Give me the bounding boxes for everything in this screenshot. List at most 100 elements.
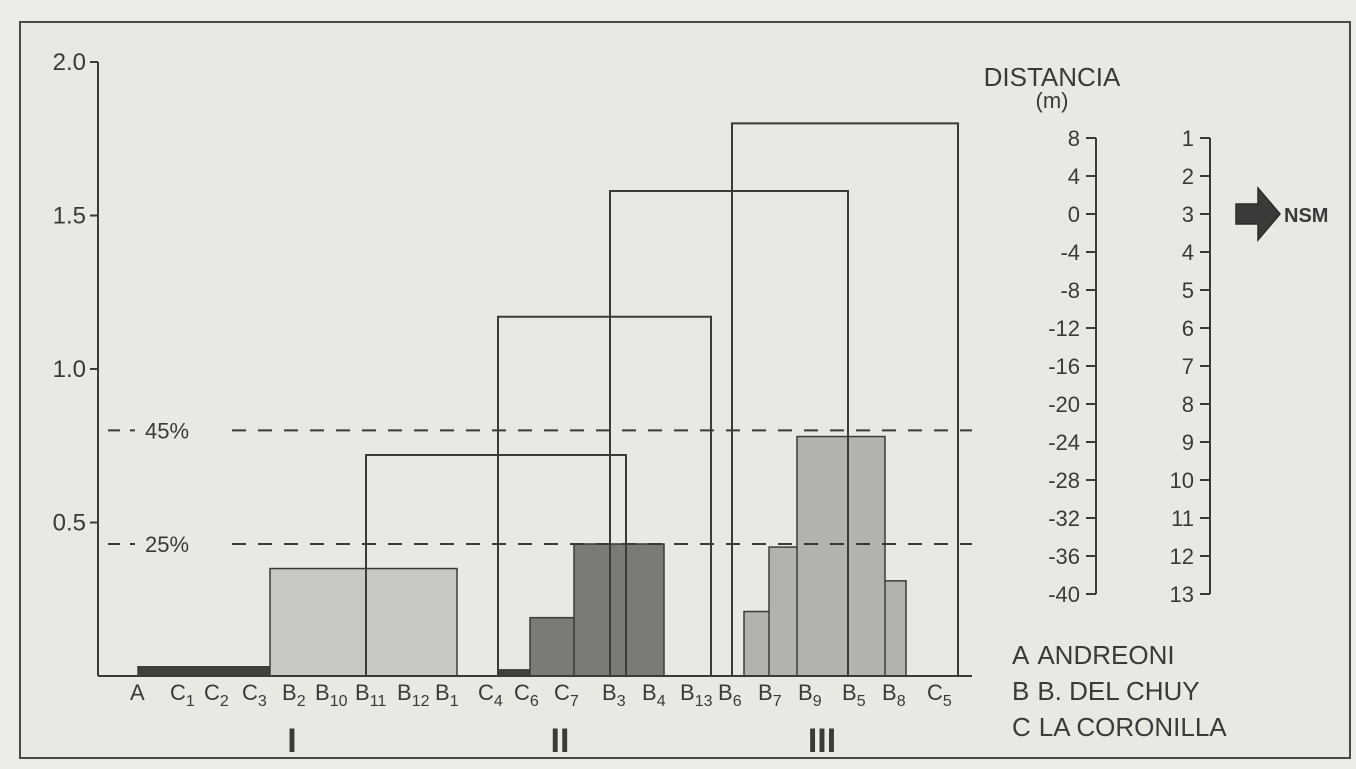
depth-tick-label: -40 xyxy=(1048,582,1080,607)
legend-name: ANDREONI xyxy=(1037,640,1174,670)
leaf-code: B xyxy=(842,680,857,705)
leaf-subscript: 2 xyxy=(220,693,229,710)
legend-entry: C LA CORONILLA xyxy=(1012,712,1227,742)
depth-tick-label: 8 xyxy=(1068,126,1080,151)
leaf-label: B11 xyxy=(355,680,386,710)
leaf-subscript: 3 xyxy=(617,693,626,710)
leaf-label: B12 xyxy=(397,680,430,710)
leaf-code: C xyxy=(514,680,530,705)
threshold-label: 45% xyxy=(145,418,189,443)
station-tick-label: 1 xyxy=(1182,126,1194,151)
leaf-code: C xyxy=(204,680,220,705)
station-tick-label: 5 xyxy=(1182,278,1194,303)
depth-tick-label: -16 xyxy=(1048,354,1080,379)
leaf-label: C3 xyxy=(242,680,267,710)
legend-name: LA CORONILLA xyxy=(1039,712,1228,742)
leaf-code: C xyxy=(242,680,258,705)
leaf-subscript: 5 xyxy=(943,693,952,710)
legend-entry: A ANDREONI xyxy=(1012,640,1175,670)
leaf-subscript: 10 xyxy=(330,693,348,710)
leaf-label: C7 xyxy=(554,680,579,710)
leaf-subscript: 1 xyxy=(450,693,459,710)
leaf-subscript: 12 xyxy=(412,693,430,710)
leaf-code: C xyxy=(170,680,186,705)
leaf-code: B xyxy=(758,680,773,705)
leaf-code: B xyxy=(315,680,330,705)
leaf-code: B xyxy=(642,680,657,705)
leaf-code: A xyxy=(130,680,145,705)
nsm-label: NSM xyxy=(1284,205,1328,227)
leaf-label: B8 xyxy=(882,680,906,710)
leaf-subscript: 2 xyxy=(297,693,306,710)
group-label: III xyxy=(808,722,836,760)
legend-key: A xyxy=(1012,640,1030,670)
legend-name: B. DEL CHUY xyxy=(1037,676,1199,706)
depth-tick-label: 0 xyxy=(1068,202,1080,227)
leaf-label: B10 xyxy=(315,680,348,710)
leaf-code: B xyxy=(882,680,897,705)
station-tick-label: 3 xyxy=(1182,202,1194,227)
leaf-label: A xyxy=(130,680,145,705)
y-tick-label: 1.0 xyxy=(53,356,86,383)
leaf-label: C1 xyxy=(170,680,195,710)
legend-entry: B B. DEL CHUY xyxy=(1012,676,1200,706)
station-tick-label: 11 xyxy=(1171,506,1194,531)
leaf-code: B xyxy=(435,680,450,705)
cluster-box-m2 xyxy=(269,567,458,677)
depth-title: DISTANCIA xyxy=(984,62,1121,92)
leaf-label: C5 xyxy=(927,680,952,710)
leaf-subscript: 3 xyxy=(258,693,267,710)
y-tick-label: 2.0 xyxy=(53,49,86,76)
station-tick-label: 4 xyxy=(1182,240,1194,265)
plot-frame xyxy=(19,21,1351,759)
y-tick-label: 1.5 xyxy=(53,203,86,230)
leaf-subscript: 7 xyxy=(570,693,579,710)
depth-tick-label: 4 xyxy=(1068,164,1080,189)
leaf-subscript: 6 xyxy=(530,693,539,710)
cluster-box-m11 xyxy=(796,435,886,677)
leaf-label: C2 xyxy=(204,680,229,710)
station-tick-label: 13 xyxy=(1170,582,1194,607)
station-tick-label: 8 xyxy=(1182,392,1194,417)
station-tick-label: 2 xyxy=(1182,164,1194,189)
leaf-code: B xyxy=(397,680,412,705)
leaf-code: B xyxy=(680,680,695,705)
leaf-code: B xyxy=(282,680,297,705)
leaf-subscript: 9 xyxy=(813,693,822,710)
merge-bracket-m7 xyxy=(497,315,712,676)
depth-tick-label: -32 xyxy=(1048,506,1080,531)
leaf-subscript: 11 xyxy=(370,693,387,710)
leaf-label: B9 xyxy=(798,680,822,710)
leaf-subscript: 4 xyxy=(494,693,503,710)
leaf-subscript: 8 xyxy=(897,693,906,710)
station-tick-label: 10 xyxy=(1170,468,1194,493)
depth-tick-label: -4 xyxy=(1060,240,1080,265)
leaf-subscript: 4 xyxy=(657,693,666,710)
depth-tick-label: -12 xyxy=(1048,316,1080,341)
leaf-code: C xyxy=(478,680,494,705)
depth-tick-label: -24 xyxy=(1048,430,1080,455)
y-tick-label: 0.5 xyxy=(53,510,86,537)
station-tick-label: 7 xyxy=(1182,354,1194,379)
leaf-label: B1 xyxy=(435,680,459,710)
group-label: II xyxy=(551,722,570,760)
depth-tick-label: -8 xyxy=(1060,278,1080,303)
leaf-label: B7 xyxy=(758,680,782,710)
leaf-label: B3 xyxy=(602,680,626,710)
leaf-code: C xyxy=(554,680,570,705)
group-label: I xyxy=(287,722,296,760)
leaf-code: B xyxy=(718,680,733,705)
leaf-label: B5 xyxy=(842,680,866,710)
leaf-label: B6 xyxy=(718,680,742,710)
leaf-label: C4 xyxy=(478,680,503,710)
leaf-subscript: 13 xyxy=(695,693,713,710)
depth-tick-label: -36 xyxy=(1048,544,1080,569)
leaf-subscript: 1 xyxy=(186,693,195,710)
threshold-label: 25% xyxy=(145,532,189,557)
depth-tick-label: -20 xyxy=(1048,392,1080,417)
legend-key: C xyxy=(1012,712,1031,742)
leaf-label: C6 xyxy=(514,680,539,710)
leaf-label: B4 xyxy=(642,680,666,710)
